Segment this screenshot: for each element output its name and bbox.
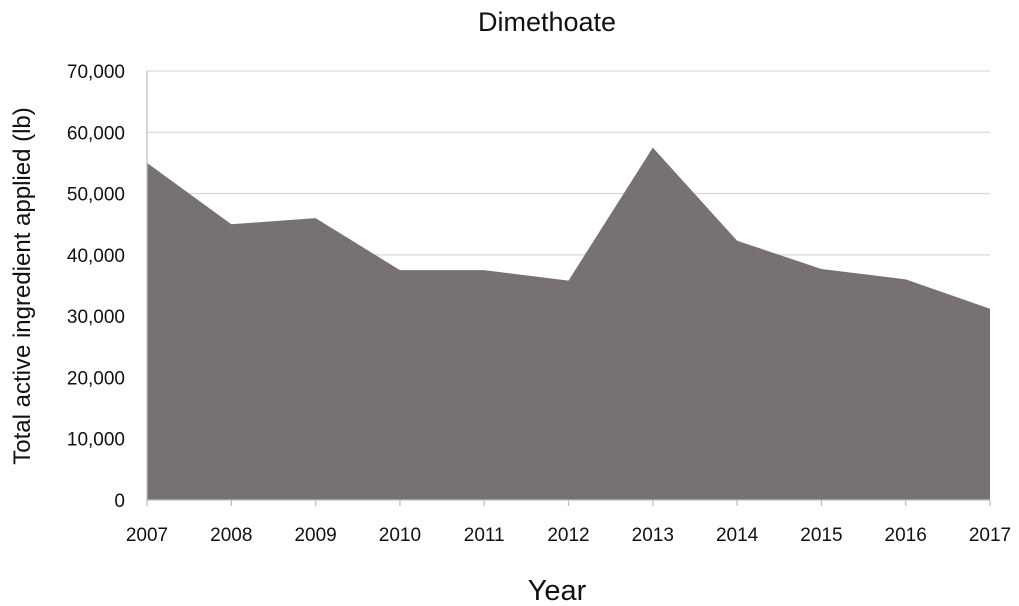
y-tick-label-70000: 70,000 — [67, 62, 125, 83]
area-series — [146, 147, 991, 500]
x-tick-label-2015: 2015 — [800, 525, 842, 546]
y-tick-label-30000: 30,000 — [67, 307, 125, 328]
x-tick-label-2007: 2007 — [126, 525, 168, 546]
x-tick-label-2008: 2008 — [210, 525, 252, 546]
chart-title: Dimethoate — [478, 7, 616, 37]
y-tick-label-10000: 10,000 — [67, 430, 125, 451]
x-tick-labels: 2007 2008 2009 2010 2011 2012 2013 2014 2015 2016… — [126, 525, 1011, 546]
y-tick-labels: 0 10,000 20,000 30,000 40,000 50,000 60,000 70,… — [67, 62, 125, 512]
x-tick-label-2017: 2017 — [969, 525, 1011, 546]
area-series-0 — [147, 147, 990, 500]
y-axis-title: Total active ingredient applied (lb) — [9, 107, 36, 465]
x-tick-label-2010: 2010 — [379, 525, 421, 546]
y-tick-label-50000: 50,000 — [67, 185, 125, 206]
x-tick-label-2011: 2011 — [464, 525, 505, 546]
x-axis-title: Year — [528, 575, 587, 606]
y-tick-label-0: 0 — [114, 491, 125, 512]
x-tick-label-2013: 2013 — [632, 525, 674, 546]
x-tick-label-2016: 2016 — [885, 525, 927, 546]
y-tick-label-20000: 20,000 — [67, 368, 125, 389]
y-tick-label-40000: 40,000 — [67, 246, 125, 267]
x-tick-label-2009: 2009 — [294, 525, 336, 546]
y-tick-label-60000: 60,000 — [67, 123, 125, 144]
x-tick-label-2014: 2014 — [716, 525, 759, 546]
axes — [146, 71, 991, 506]
x-tick-label-2012: 2012 — [547, 525, 589, 546]
